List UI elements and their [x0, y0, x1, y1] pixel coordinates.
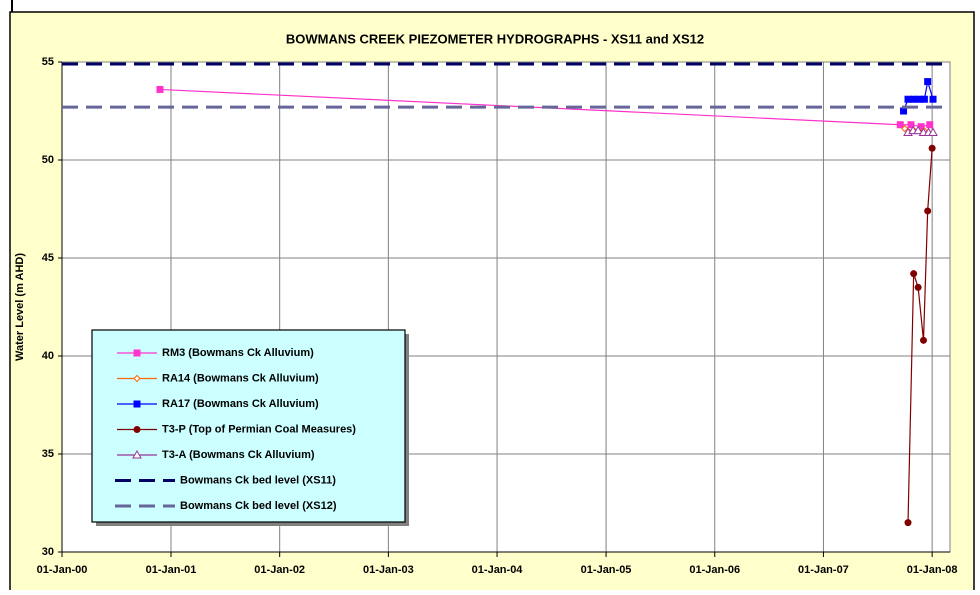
x-tick-label: 01-Jan-07 — [798, 564, 849, 576]
marker — [904, 95, 912, 103]
legend-label: RM3 (Bowmans Ck Alluvium) — [162, 347, 314, 359]
marker — [920, 95, 928, 103]
x-tick-label: 01-Jan-06 — [689, 564, 740, 576]
y-tick-label: 55 — [42, 56, 54, 68]
marker — [924, 207, 932, 215]
x-tick-label: 01-Jan-03 — [363, 564, 414, 576]
x-tick-label: 01-Jan-02 — [254, 564, 305, 576]
x-tick-label: 01-Jan-08 — [907, 564, 958, 576]
y-tick-label: 50 — [42, 154, 54, 166]
legend-label: Bowmans Ck bed level (XS11) — [180, 474, 336, 486]
marker — [926, 121, 934, 129]
marker — [910, 95, 918, 103]
marker — [133, 400, 141, 408]
legend-label: RA14 (Bowmans Ck Alluvium) — [162, 372, 319, 384]
legend-label: Bowmans Ck bed level (XS12) — [180, 500, 337, 512]
x-tick-label: 01-Jan-05 — [581, 564, 632, 576]
y-tick-label: 40 — [42, 350, 54, 362]
y-axis-title: Water Level (m AHD) — [14, 253, 26, 361]
marker — [133, 374, 141, 383]
marker — [896, 121, 904, 129]
marker — [904, 519, 912, 527]
marker — [919, 336, 927, 344]
legend-label: T3-P (Top of Permian Coal Measures) — [162, 423, 356, 435]
legend-label: T3-A (Bowmans Ck Alluvium) — [162, 449, 315, 461]
marker — [133, 349, 141, 357]
y-tick-label: 35 — [42, 448, 54, 460]
marker — [910, 270, 918, 278]
marker — [132, 449, 142, 459]
marker — [133, 426, 141, 433]
marker — [928, 127, 938, 137]
marker — [928, 144, 936, 152]
marker — [156, 85, 164, 93]
marker — [929, 95, 937, 103]
marker — [900, 107, 908, 115]
marker — [917, 123, 925, 131]
x-tick-label: 01-Jan-04 — [472, 564, 524, 576]
legend — [91, 329, 406, 523]
series-line — [907, 148, 933, 523]
marker — [915, 95, 923, 103]
chart-title: BOWMANS CREEK PIEZOMETER HYDROGRAPHS - X… — [286, 31, 704, 46]
marker — [924, 78, 932, 86]
y-tick-label: 45 — [42, 252, 54, 264]
marker — [913, 125, 923, 135]
marker — [901, 124, 909, 133]
legend-label: RA17 (Bowmans Ck Alluvium) — [162, 398, 319, 410]
marker — [907, 121, 915, 129]
legend-entries: RM3 (Bowmans Ck Alluvium) RA14 (Bowmans C… — [115, 347, 356, 512]
marks — [62, 62, 950, 527]
marker — [914, 283, 922, 291]
y-tick-label: 30 — [42, 546, 54, 558]
x-tick-label: 01-Jan-00 — [37, 564, 88, 576]
x-tick-label: 01-Jan-01 — [146, 564, 197, 576]
